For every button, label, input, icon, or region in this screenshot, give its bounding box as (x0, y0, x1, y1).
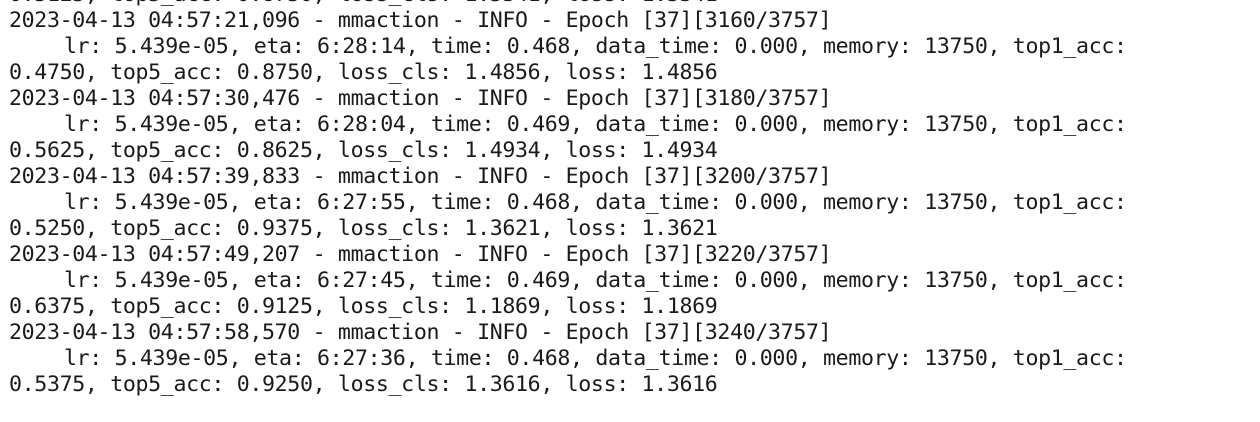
log-line: 0.5625, top5_acc: 0.8625, loss_cls: 1.49… (9, 138, 718, 163)
log-line-header: 2023-04-13 04:57:30,476 - mmaction - INF… (9, 86, 832, 111)
log-line-header: 2023-04-13 04:57:21,096 - mmaction - INF… (9, 8, 832, 33)
log-line: 0.4750, top5_acc: 0.8750, loss_cls: 1.48… (9, 60, 718, 85)
log-line-header: 2023-04-13 04:57:49,207 - mmaction - INF… (9, 242, 832, 267)
log-line: 0.6375, top5_acc: 0.9125, loss_cls: 1.18… (9, 294, 718, 319)
log-line-header: 2023-04-13 04:57:58,570 - mmaction - INF… (9, 320, 832, 345)
log-line-metrics: lr: 5.439e-05, eta: 6:28:14, time: 0.468… (64, 34, 1127, 59)
log-line-metrics: lr: 5.439e-05, eta: 6:27:55, time: 0.468… (64, 190, 1127, 215)
log-line-metrics: lr: 5.439e-05, eta: 6:28:04, time: 0.469… (64, 112, 1127, 137)
log-line-header: 2023-04-13 04:57:39,833 - mmaction - INF… (9, 164, 832, 189)
log-line-metrics: lr: 5.439e-05, eta: 6:27:45, time: 0.469… (64, 268, 1127, 293)
log-line: 0.5250, top5_acc: 0.9375, loss_cls: 1.36… (9, 216, 718, 241)
log-line: 0.5375, top5_acc: 0.9250, loss_cls: 1.36… (9, 372, 718, 397)
log-line: 0.5125, top5_acc: 0.8750, loss_cls: 1.53… (0, 0, 1260, 8)
log-line-metrics: lr: 5.439e-05, eta: 6:27:36, time: 0.468… (64, 346, 1127, 371)
